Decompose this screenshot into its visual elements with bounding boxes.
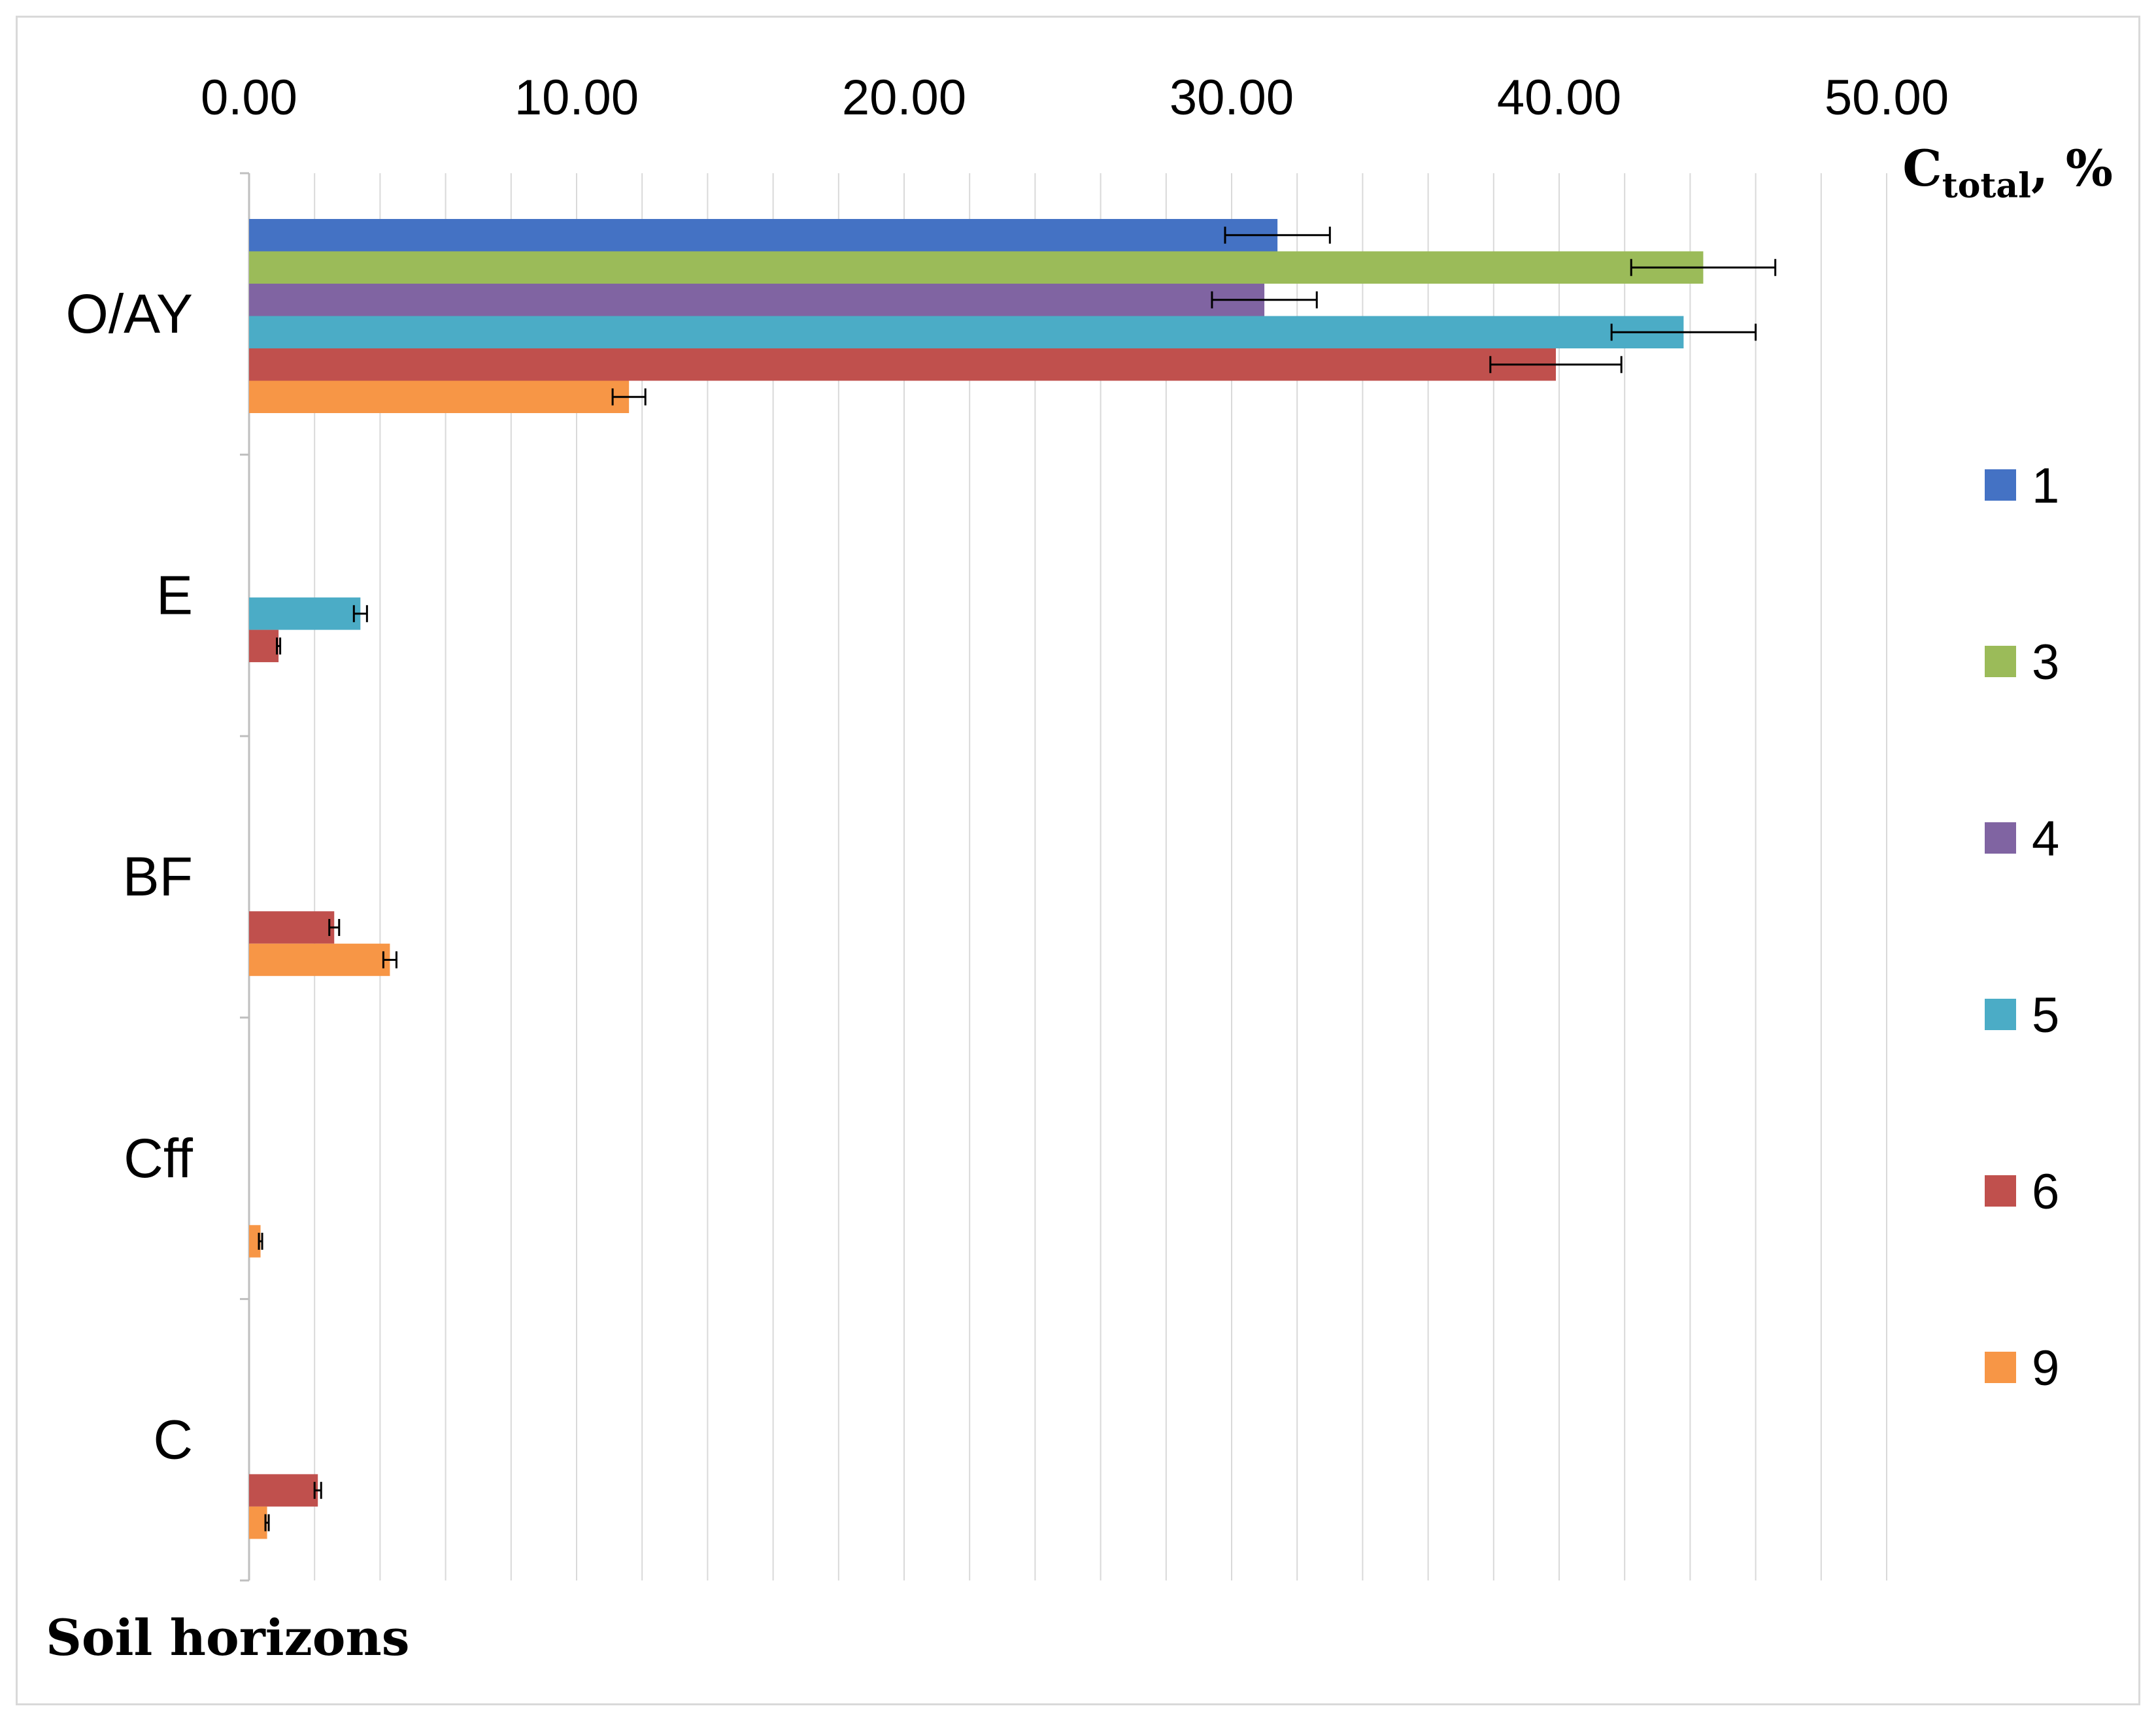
bar-series-5 (249, 316, 1684, 348)
legend-label-9: 9 (2032, 1341, 2059, 1396)
x-axis-ticks: 0.00 10.00 20.00 30.00 40.00 50.00 (201, 70, 1949, 125)
bar-series-9 (249, 1506, 267, 1539)
category-label: Cff (124, 1128, 193, 1189)
x-tick-label: 30.00 (1170, 70, 1294, 125)
legend-label-6: 6 (2032, 1164, 2059, 1220)
category-axis (240, 172, 250, 1582)
bar-series-6 (249, 1474, 318, 1507)
legend-label-3: 3 (2032, 635, 2059, 690)
legend-label-1: 1 (2032, 458, 2059, 514)
bar-series-9 (249, 380, 630, 413)
legend-swatch-4 (1985, 822, 2016, 854)
legend: 1 3 4 5 6 9 (1985, 458, 2059, 1396)
legend-label-4: 4 (2032, 811, 2059, 867)
bar-series-5 (249, 597, 361, 630)
legend-swatch-6 (1985, 1175, 2016, 1207)
x-axis-title: Ctotal, % (1902, 139, 2113, 206)
x-tick-label: 20.00 (842, 70, 966, 125)
bar-series-4 (249, 284, 1265, 316)
bar-series-9 (249, 1225, 261, 1258)
bar-series-6 (249, 629, 279, 663)
category-label: BF (123, 846, 193, 907)
bar-series-9 (249, 943, 390, 977)
x-tick-label: 0.00 (201, 70, 297, 125)
bar-series-1 (249, 219, 1278, 252)
bar-series-3 (249, 251, 1704, 284)
bar-series-6 (249, 911, 335, 944)
legend-label-5: 5 (2032, 988, 2059, 1043)
bars (249, 219, 1704, 1539)
x-tick-label: 50.00 (1825, 70, 1949, 125)
category-label: O/AY (66, 283, 194, 344)
category-label: C (153, 1409, 193, 1470)
error-bars (258, 226, 1777, 1531)
legend-swatch-1 (1985, 469, 2016, 501)
x-tick-label: 40.00 (1497, 70, 1621, 125)
category-label: E (156, 565, 193, 626)
legend-swatch-9 (1985, 1352, 2016, 1383)
x-tick-label: 10.00 (514, 70, 639, 125)
gridlines (314, 173, 1887, 1580)
legend-swatch-3 (1985, 646, 2016, 677)
bar-series-6 (249, 348, 1556, 381)
legend-swatch-5 (1985, 999, 2016, 1030)
y-axis-title: Soil horizons (46, 1609, 410, 1667)
category-labels: O/AY E BF Cff C (66, 283, 194, 1470)
